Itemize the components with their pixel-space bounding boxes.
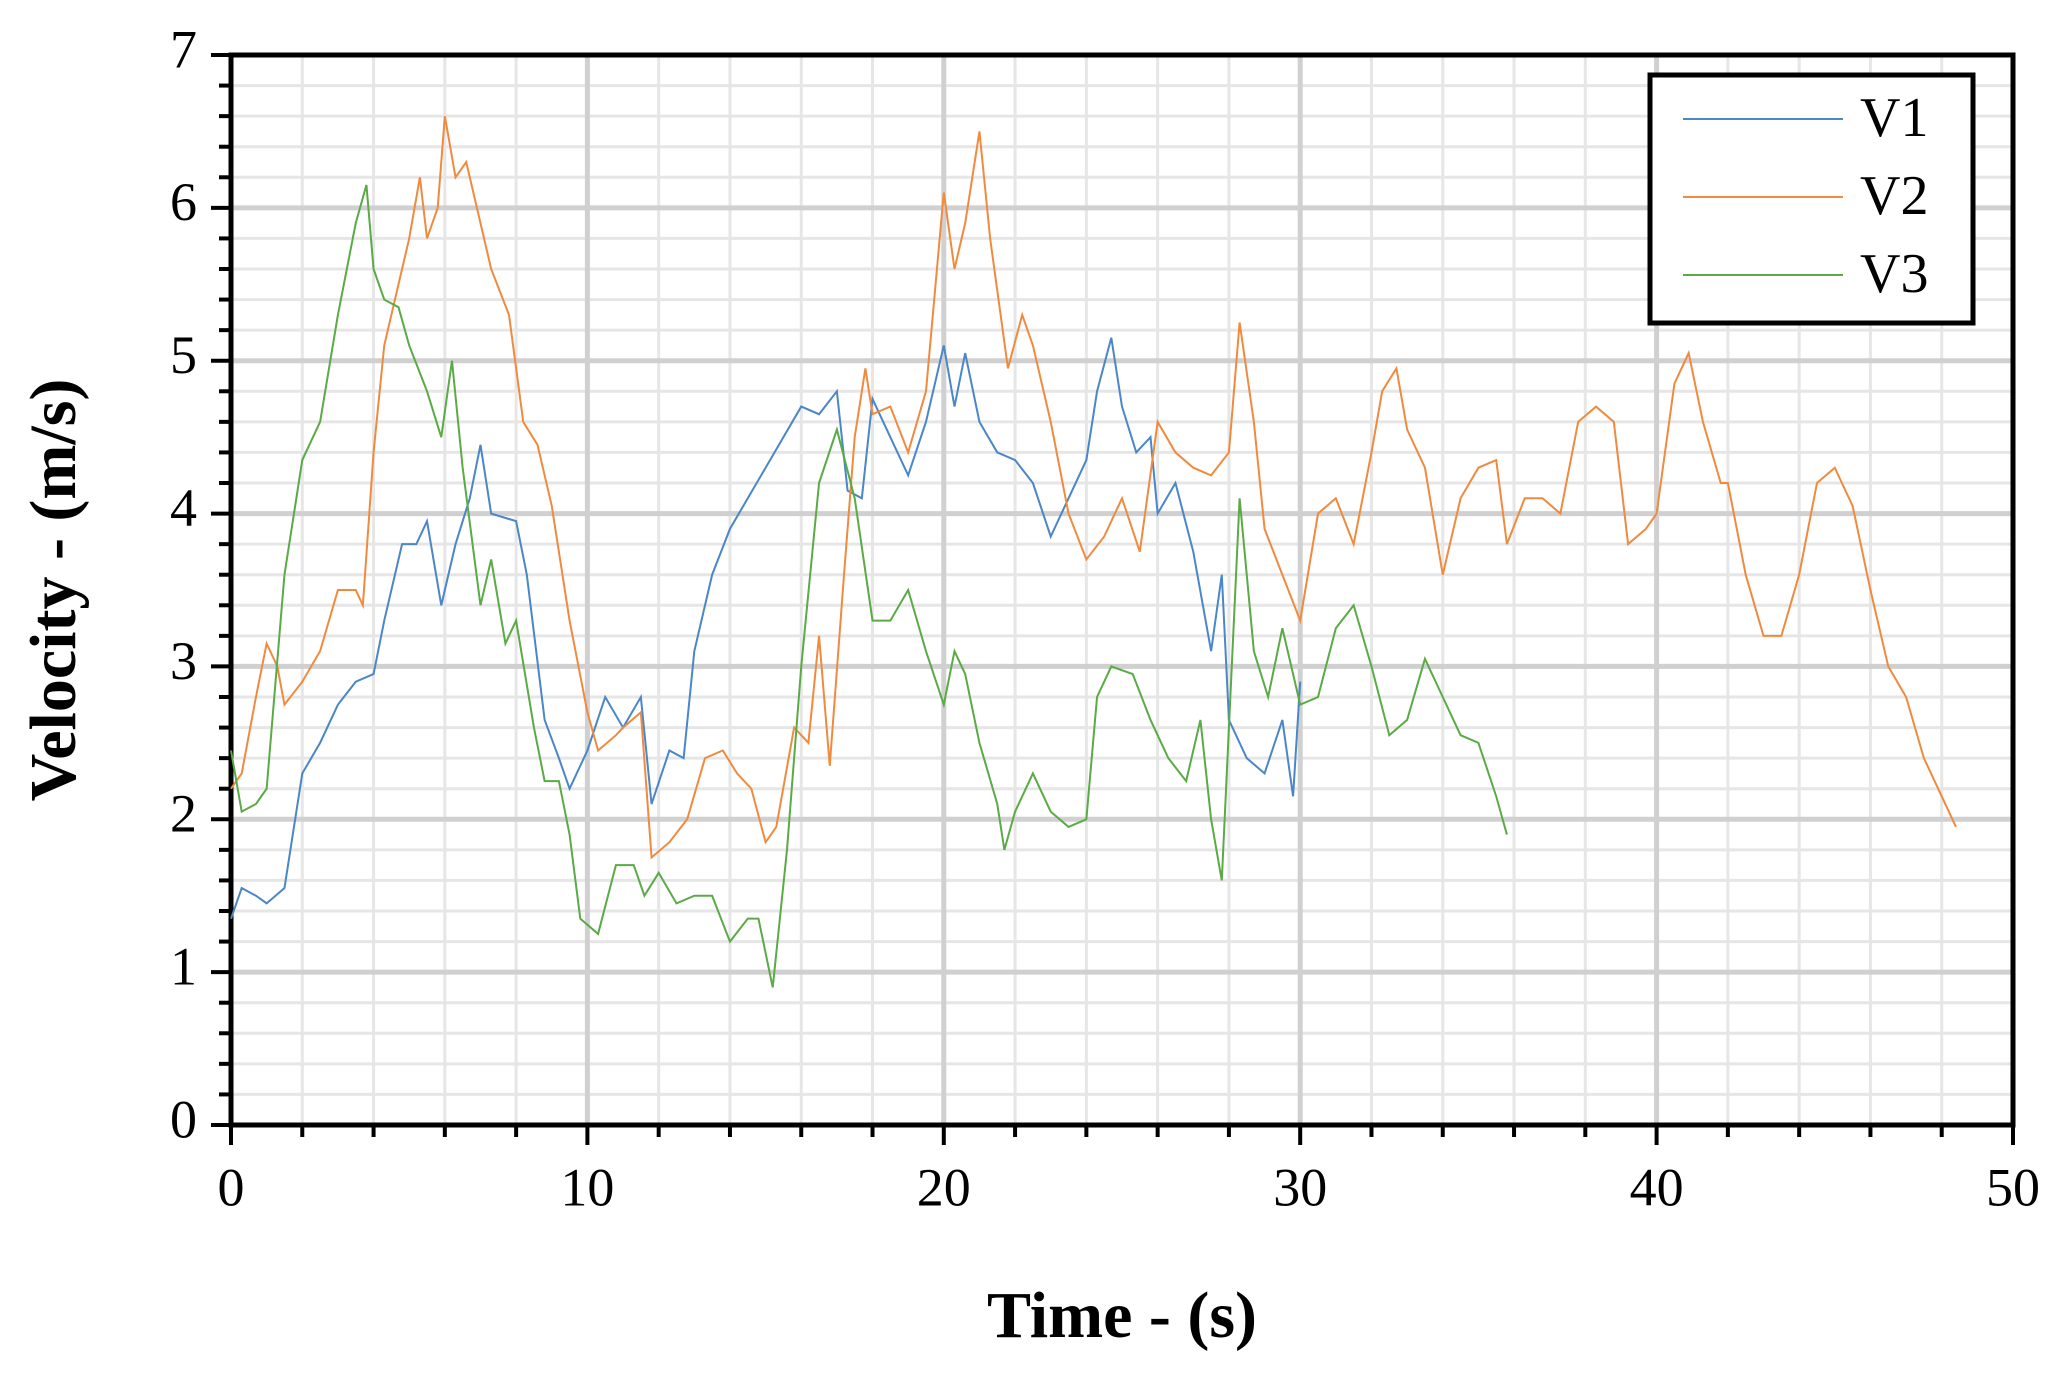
y-axis-title: Velocity - (m/s)	[17, 379, 90, 802]
x-tick-label: 10	[560, 1157, 614, 1217]
y-tick-label: 0	[170, 1089, 197, 1149]
legend-label: V1	[1860, 87, 1928, 149]
y-tick-label: 1	[170, 937, 197, 997]
y-tick-label: 7	[170, 19, 197, 79]
x-tick-label: 50	[1986, 1157, 2040, 1217]
legend-label: V3	[1860, 243, 1928, 305]
data-line	[230, 337, 1302, 919]
x-tick-label: 20	[917, 1157, 971, 1217]
x-tick-label: 30	[1273, 1157, 1327, 1217]
y-tick-label: 4	[170, 478, 197, 538]
data-line	[230, 184, 1508, 988]
x-tick-label: 40	[1630, 1157, 1684, 1217]
y-tick-label: 6	[170, 172, 197, 232]
plot-frame	[228, 52, 2016, 1128]
y-tick-label: 5	[170, 325, 197, 385]
y-tick-label: 3	[170, 631, 197, 691]
x-tick-label: 0	[218, 1157, 245, 1217]
data-line	[230, 115, 1957, 860]
legend-label: V2	[1860, 165, 1928, 227]
x-axis-title: Time - (s)	[987, 1279, 1257, 1352]
y-tick-label: 2	[170, 784, 197, 844]
legend-box	[1647, 72, 1976, 326]
